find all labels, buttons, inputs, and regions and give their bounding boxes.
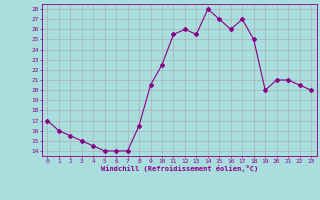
X-axis label: Windchill (Refroidissement éolien,°C): Windchill (Refroidissement éolien,°C) [100,165,258,172]
